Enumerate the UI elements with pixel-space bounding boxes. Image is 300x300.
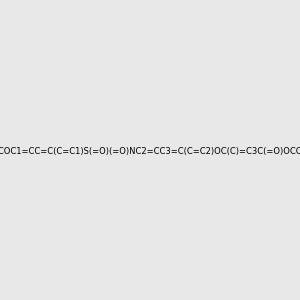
Text: CCOC1=CC=C(C=C1)S(=O)(=O)NC2=CC3=C(C=C2)OC(C)=C3C(=O)OCCOC: CCOC1=CC=C(C=C1)S(=O)(=O)NC2=CC3=C(C=C2)… xyxy=(0,147,300,156)
